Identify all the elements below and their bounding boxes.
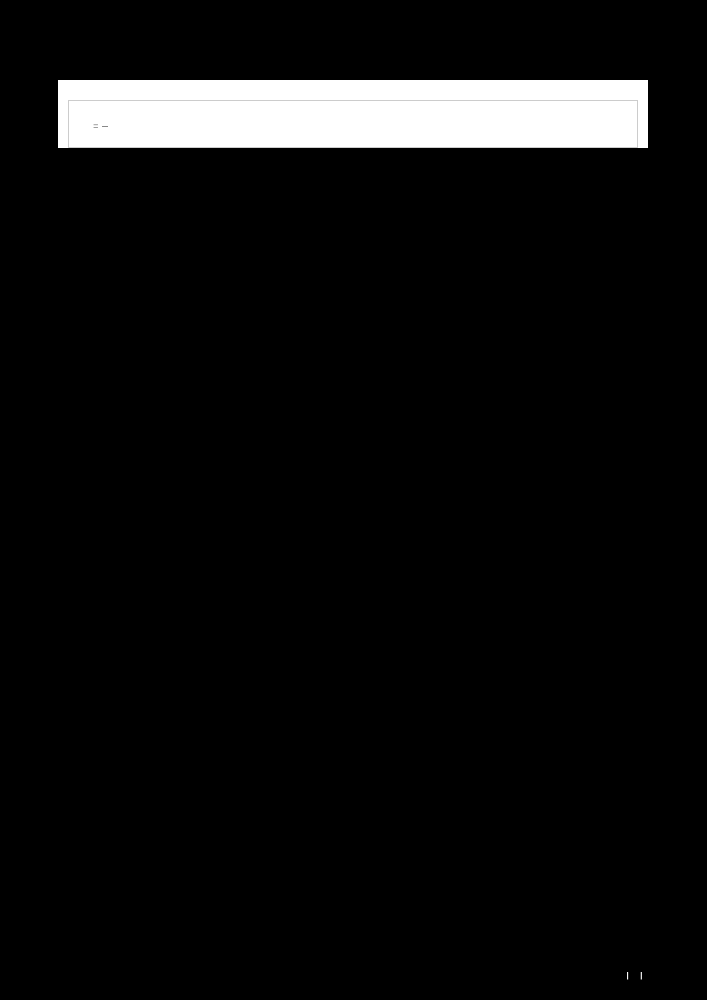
page-footer: | | [622, 970, 647, 980]
page-card: = [58, 80, 648, 148]
formula: = [89, 121, 346, 131]
principles-box: = [68, 100, 638, 148]
table-title [58, 80, 648, 90]
